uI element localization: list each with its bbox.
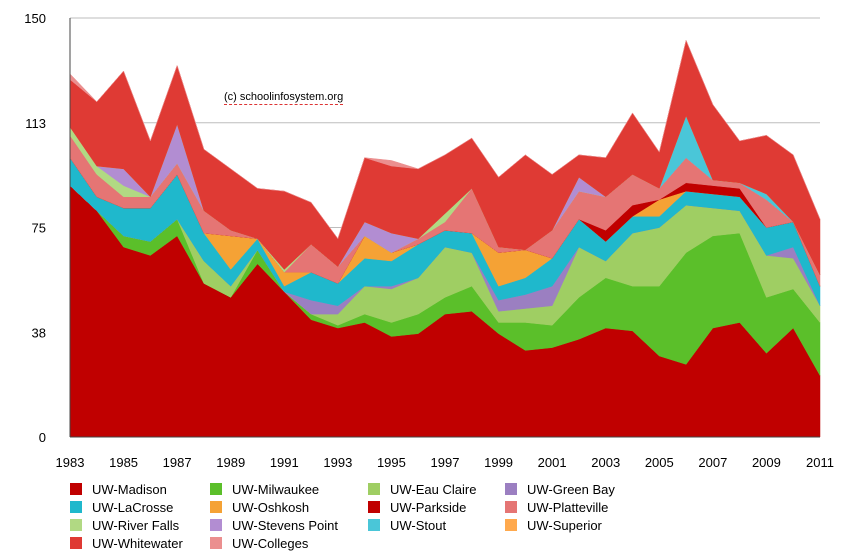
- legend-label: UW-LaCrosse: [92, 499, 174, 515]
- legend-swatch: [210, 501, 222, 513]
- x-tick-label: 1989: [216, 455, 245, 470]
- legend-label: UW-Superior: [527, 517, 602, 533]
- legend-swatch: [70, 501, 82, 513]
- x-tick-label: 1995: [377, 455, 406, 470]
- axes: [69, 18, 820, 438]
- legend-swatch: [210, 537, 222, 549]
- stacked-area-chart: 0 38 75 113 150 1983 1985 1987 1989 1991 1993 1995…: [24, 11, 834, 470]
- legend-item-uw-lacrosse: UW-LaCrosse: [70, 498, 210, 516]
- legend-label: UW-Madison: [92, 481, 167, 497]
- legend-swatch: [70, 537, 82, 549]
- y-tick-labels: 0 38 75 113 150: [24, 11, 46, 445]
- legend-label: UW-Eau Claire: [390, 481, 477, 497]
- y-tick-label: 113: [25, 116, 46, 131]
- legend-item-uw-madison: UW-Madison: [70, 480, 210, 498]
- legend-item-uw-green-bay: UW-Green Bay: [505, 480, 645, 498]
- x-tick-label: 1987: [163, 455, 192, 470]
- x-tick-label: 1985: [109, 455, 138, 470]
- area-series: [69, 39, 821, 438]
- legend-swatch: [368, 519, 380, 531]
- legend-swatch: [505, 501, 517, 513]
- legend-label: UW-River Falls: [92, 517, 180, 533]
- y-tick-label: 38: [32, 325, 46, 340]
- legend-item-uw-whitewater: UW-Whitewater: [70, 534, 210, 552]
- x-tick-label: 1997: [431, 455, 460, 470]
- credit-text: (c) schoolinfosystem.org: [224, 91, 344, 105]
- legend-swatch: [368, 501, 380, 513]
- legend-label: UW-Oshkosh: [232, 499, 310, 515]
- x-tick-label: 2005: [645, 455, 674, 470]
- legend-swatch: [210, 483, 222, 495]
- legend-item-uw-parkside: UW-Parkside: [368, 498, 505, 516]
- x-tick-label: 1991: [270, 455, 299, 470]
- legend-item-uw-platteville: UW-Platteville: [505, 498, 645, 516]
- legend-item-uw-milwaukee: UW-Milwaukee: [210, 480, 368, 498]
- legend-item-uw-superior: UW-Superior: [505, 516, 645, 534]
- legend-swatch: [210, 519, 222, 531]
- legend-item-uw-eau-claire: UW-Eau Claire: [368, 480, 505, 498]
- legend-label: UW-Milwaukee: [232, 481, 320, 497]
- x-tick-label: 1993: [323, 455, 352, 470]
- x-tick-label: 2011: [806, 455, 834, 470]
- legend-label: UW-Whitewater: [92, 535, 183, 551]
- x-tick-labels: 1983 1985 1987 1989 1991 1993 1995 1997 1999 2001…: [56, 455, 834, 470]
- legend-item-uw-river-falls: UW-River Falls: [70, 516, 210, 534]
- legend-item-uw-stevens-point: UW-Stevens Point: [210, 516, 368, 534]
- legend-label: UW-Platteville: [527, 499, 609, 515]
- legend-swatch: [505, 483, 517, 495]
- legend-swatch: [70, 519, 82, 531]
- x-tick-label: 2001: [538, 455, 567, 470]
- legend-item-uw-oshkosh: UW-Oshkosh: [210, 498, 368, 516]
- legend-swatch: [368, 483, 380, 495]
- x-tick-label: 1999: [484, 455, 513, 470]
- legend-label: UW-Stout: [390, 517, 447, 533]
- y-tick-label: 150: [24, 11, 46, 26]
- x-tick-label: 1983: [56, 455, 85, 470]
- legend-label: UW-Colleges: [232, 535, 309, 551]
- y-tick-label: 0: [39, 430, 46, 445]
- legend-label: UW-Parkside: [390, 499, 467, 515]
- legend-label: UW-Stevens Point: [232, 517, 338, 533]
- x-tick-label: 2007: [698, 455, 727, 470]
- legend-swatch: [505, 519, 517, 531]
- x-tick-label: 2003: [591, 455, 620, 470]
- legend-item-uw-colleges: UW-Colleges: [210, 534, 368, 552]
- area-uw-colleges: [69, 39, 821, 240]
- legend: UW-Madison UW-Milwaukee UW-Eau Claire UW-Gr…: [70, 480, 690, 552]
- x-tick-label: 2009: [752, 455, 781, 470]
- legend-item-uw-stout: UW-Stout: [368, 516, 505, 534]
- legend-swatch: [70, 483, 82, 495]
- legend-label: UW-Green Bay: [527, 481, 615, 497]
- y-tick-label: 75: [32, 221, 46, 236]
